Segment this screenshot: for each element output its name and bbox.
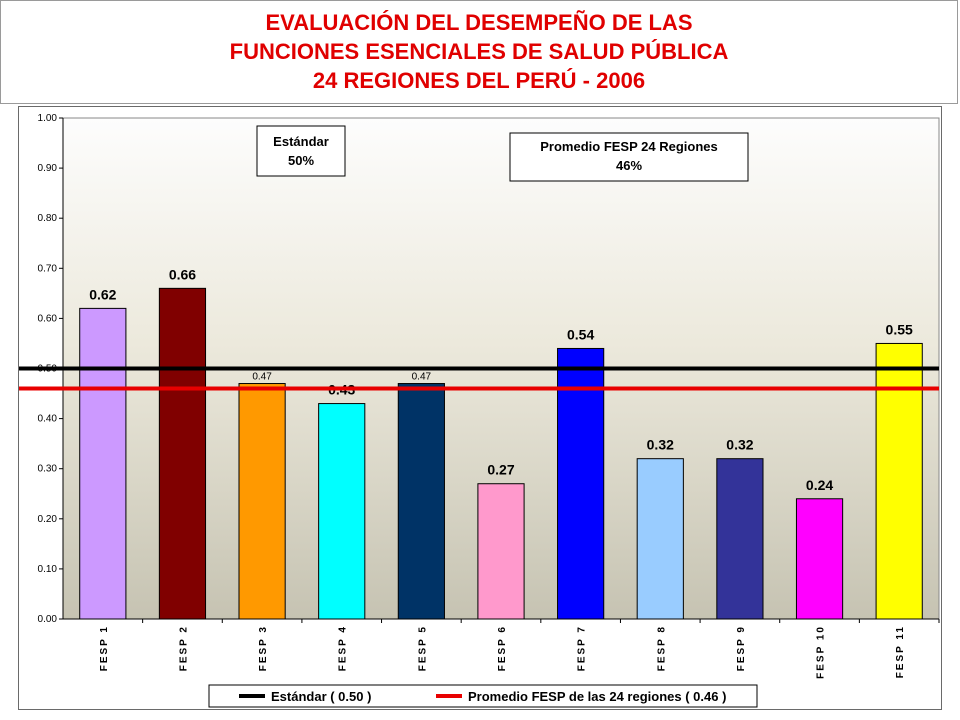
y-tick-label: 0.40 <box>38 414 58 425</box>
x-axis: FESP 1 FESP 2 FESP 3 FESP 4 FESP 5 FESP 6 FESP… <box>63 618 940 679</box>
data-label-3: 0.47 <box>252 372 272 383</box>
data-label-8: 0.32 <box>647 437 674 453</box>
bar-1 <box>79 307 127 620</box>
data-label-10: 0.24 <box>806 477 833 493</box>
bar-5 <box>397 383 445 620</box>
category-label-10: FESP 10 <box>816 625 827 679</box>
y-tick-label: 0.10 <box>38 564 58 575</box>
standard-annotation-value: 50% <box>288 153 314 168</box>
data-label-7: 0.54 <box>567 326 594 342</box>
bar-8 <box>636 458 684 620</box>
data-label-9: 0.32 <box>726 437 753 453</box>
legend-standard-label: Estándar ( 0.50 ) <box>271 689 371 704</box>
data-label-2: 0.66 <box>169 266 196 282</box>
category-label-7: FESP 7 <box>577 625 588 671</box>
category-label-4: FESP 4 <box>338 625 349 671</box>
average-annotation-value: 46% <box>616 158 642 173</box>
chart-frame: 0.000.100.200.300.400.500.600.700.800.90… <box>18 106 942 710</box>
y-tick-label: 0.80 <box>38 213 58 224</box>
bar-11 <box>875 342 923 620</box>
standard-annotation-box <box>256 125 346 177</box>
average-annotation-box <box>509 132 749 182</box>
bar-3 <box>238 383 286 620</box>
legend: Estándar ( 0.50 ) Promedio FESP de las 2… <box>208 684 758 708</box>
category-label-3: FESP 3 <box>258 625 269 671</box>
y-tick-label: 0.30 <box>38 464 58 475</box>
category-label-6: FESP 6 <box>497 625 508 671</box>
category-label-9: FESP 9 <box>736 625 747 671</box>
bar-chart: 0.000.100.200.300.400.500.600.700.800.90… <box>19 113 940 708</box>
data-label-5: 0.47 <box>412 372 432 383</box>
title-line-3: 24 REGIONES DEL PERÚ - 2006 <box>312 68 646 93</box>
legend-box <box>208 684 758 708</box>
y-tick-label: 0.20 <box>38 514 58 525</box>
data-label-6: 0.27 <box>487 462 514 478</box>
category-label-8: FESP 8 <box>656 625 667 671</box>
category-label-5: FESP 5 <box>417 625 428 671</box>
y-tick-label: 0.70 <box>38 263 58 274</box>
bar-9 <box>716 458 764 620</box>
y-tick-label: 0.00 <box>38 614 58 625</box>
bar-6 <box>477 483 525 620</box>
title-box: EVALUACIÓN DEL DESEMPEÑO DE LAS FUNCIONE… <box>0 0 958 104</box>
bar-10 <box>795 498 844 620</box>
bar-2 <box>158 287 207 620</box>
bar-7 <box>557 347 605 620</box>
reference-lines <box>19 366 939 391</box>
legend-average-label: Promedio FESP de las 24 regiones ( 0.46 … <box>468 689 726 704</box>
y-tick-label: 1.00 <box>38 113 58 124</box>
category-label-1: FESP 1 <box>99 625 110 671</box>
standard-annotation-label: Estándar <box>273 134 329 149</box>
y-tick-label: 0.90 <box>38 163 58 174</box>
y-tick-label: 0.60 <box>38 313 58 324</box>
title-line-2: FUNCIONES ESENCIALES DE SALUD PÚBLICA <box>229 39 729 64</box>
data-label-11: 0.55 <box>886 321 913 337</box>
category-label-11: FESP 11 <box>895 625 906 678</box>
data-label-1: 0.62 <box>89 286 116 302</box>
standard-annotation: Estándar 50% <box>256 125 346 177</box>
bars: 0.620.660.470.430.470.270.540.320.320.24… <box>79 266 923 620</box>
average-annotation: Promedio FESP 24 Regiones 46% <box>509 132 749 182</box>
bar-4 <box>318 403 366 620</box>
category-label-2: FESP 2 <box>178 625 189 671</box>
average-annotation-label: Promedio FESP 24 Regiones <box>540 139 717 154</box>
title-line-1: EVALUACIÓN DEL DESEMPEÑO DE LAS <box>265 10 693 35</box>
